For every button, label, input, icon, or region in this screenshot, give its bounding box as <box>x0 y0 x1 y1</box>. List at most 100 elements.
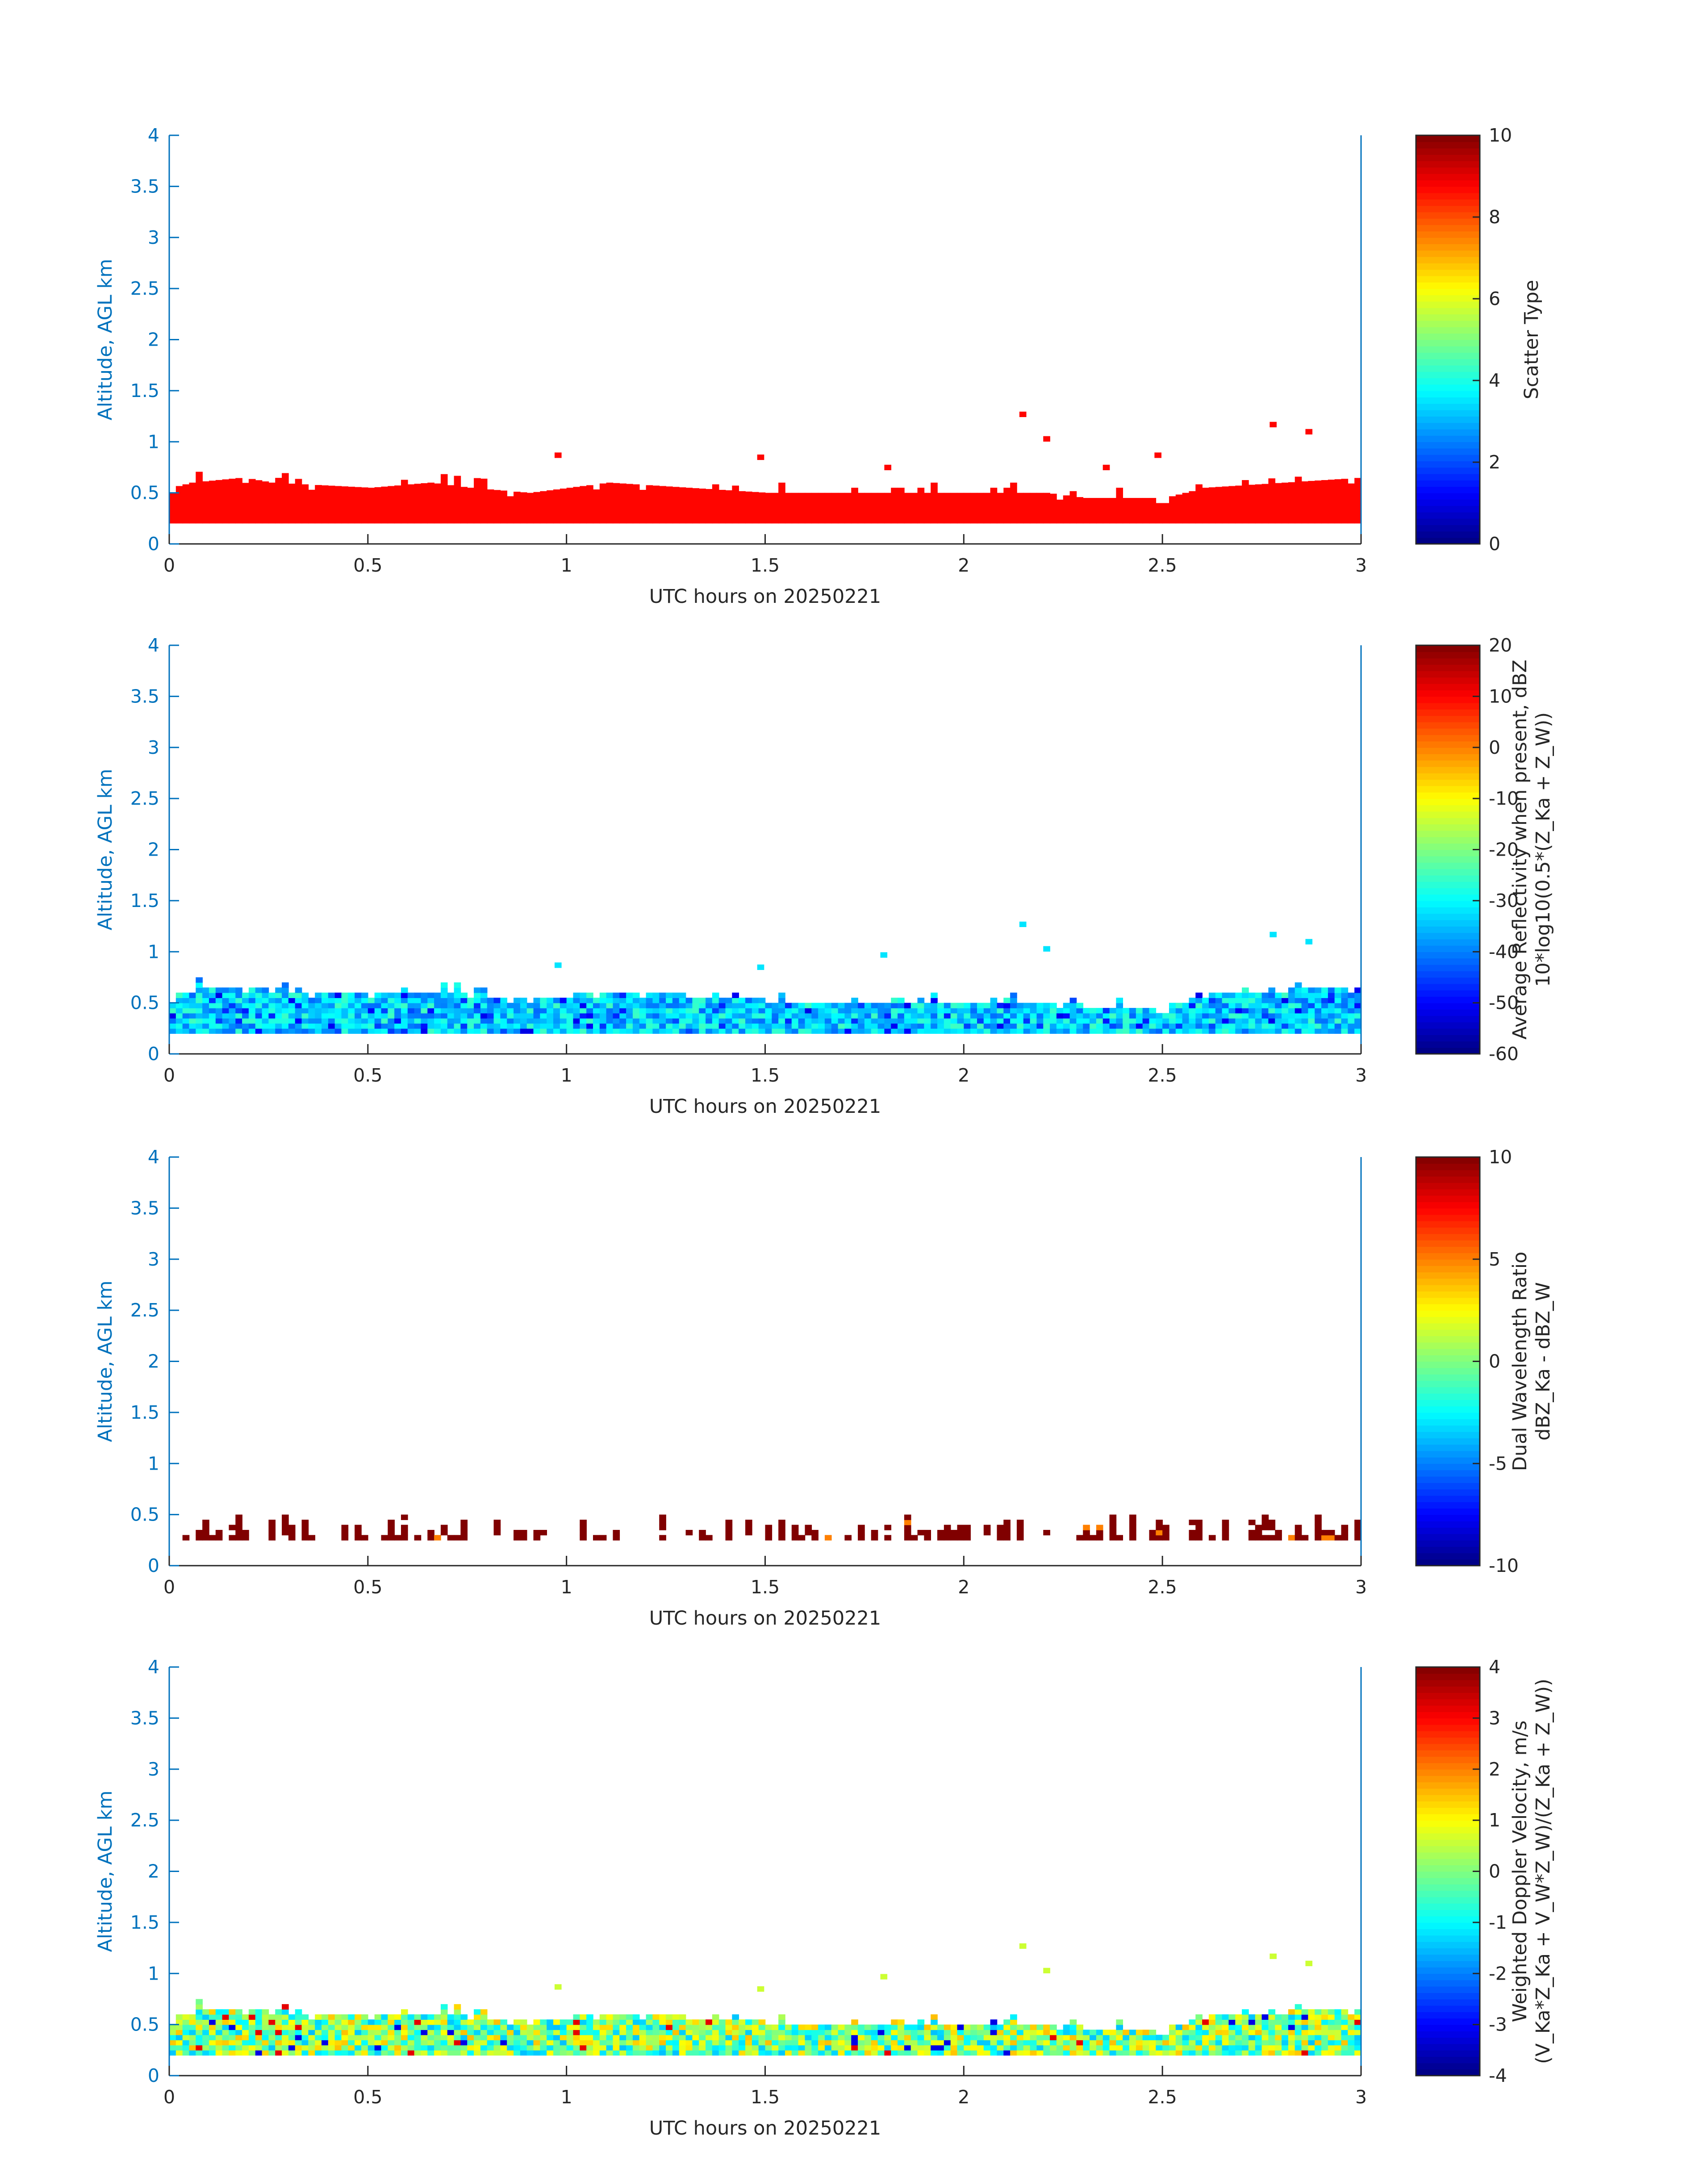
heatmap-cell <box>202 2030 209 2035</box>
heatmap-cell <box>725 1023 733 1029</box>
heatmap-cell <box>275 2009 282 2015</box>
heatmap-cell <box>169 1003 176 1008</box>
heatmap-cell <box>355 2014 362 2020</box>
heatmap-cell <box>606 2014 614 2020</box>
heatmap-cell <box>526 1008 534 1014</box>
heatmap-cell <box>712 2050 719 2056</box>
heatmap-cell <box>639 2045 647 2051</box>
heatmap-cell <box>685 998 693 1003</box>
heatmap-cell <box>268 2024 276 2030</box>
heatmap-cell <box>467 1023 474 1029</box>
heatmap-cell <box>891 2030 898 2035</box>
x-tick-label: 0 <box>163 1576 175 1598</box>
heatmap-cell <box>659 2014 666 2020</box>
heatmap-cell <box>222 987 230 993</box>
colorbar-segment <box>1416 1495 1480 1502</box>
heatmap-cell <box>666 1013 673 1019</box>
colorbar-segment <box>1416 1310 1480 1317</box>
heatmap-cell <box>493 1023 501 1029</box>
heatmap-cell <box>1295 1529 1302 1536</box>
heatmap-cell <box>467 1013 474 1019</box>
heatmap-cell <box>1295 998 1302 1003</box>
heatmap-column <box>407 484 415 524</box>
heatmap-cell <box>1208 1028 1216 1034</box>
heatmap-cell <box>447 1535 455 1541</box>
heatmap-cell <box>970 1023 977 1029</box>
heatmap-cell <box>1195 2019 1203 2025</box>
heatmap-cell <box>520 2024 527 2030</box>
heatmap-cell <box>831 2045 839 2051</box>
heatmap-cell <box>533 1535 541 1541</box>
heatmap-cell <box>202 987 209 993</box>
heatmap-cell <box>666 2014 673 2020</box>
heatmap-cell <box>725 998 733 1003</box>
heatmap-cell <box>725 1535 733 1541</box>
heatmap-cell <box>367 1008 375 1014</box>
heatmap-cell <box>1102 2039 1110 2046</box>
heatmap-cell <box>1202 1013 1209 1019</box>
heatmap-column <box>1208 487 1216 524</box>
colorbar-segment <box>1416 798 1480 806</box>
heatmap-cell <box>1136 1018 1143 1024</box>
heatmap-cell <box>1341 1525 1349 1530</box>
heatmap-cell <box>997 1018 1004 1024</box>
colorbar-segment <box>1416 308 1480 315</box>
heatmap-cell <box>619 1018 626 1024</box>
heatmap-cell <box>725 1529 733 1536</box>
colorbar-segment <box>1416 1877 1480 1885</box>
heatmap-cell <box>739 998 746 1003</box>
heatmap-cell <box>692 1018 700 1024</box>
heatmap-cell <box>725 2019 733 2025</box>
x-tick-label: 1 <box>561 2086 572 2108</box>
heatmap-cell <box>983 2045 991 2051</box>
heatmap-cell <box>229 1023 236 1029</box>
heatmap-cell <box>1255 992 1262 998</box>
colorbar-segment <box>1416 2005 1480 2012</box>
heatmap-cell <box>791 1003 799 1008</box>
heatmap-cell <box>374 2014 382 2020</box>
heatmap-cell <box>580 1023 587 1029</box>
heatmap-cell <box>480 1018 488 1024</box>
heatmap-cell <box>222 1018 230 1024</box>
heatmap-cell <box>275 987 282 993</box>
heatmap-cell <box>1282 2039 1289 2046</box>
colorbar-tick-label: 10 <box>1489 1146 1512 1168</box>
heatmap-cell <box>500 2030 508 2035</box>
heatmap-cell <box>282 1008 289 1014</box>
heatmap-cell <box>765 1013 773 1019</box>
heatmap-cell <box>229 987 236 993</box>
colorbar-segment <box>1416 237 1480 244</box>
heatmap-cell <box>1354 1028 1361 1034</box>
heatmap-cell <box>1301 2030 1309 2035</box>
heatmap-cell <box>242 1008 249 1014</box>
heatmap-cell <box>1261 998 1269 1003</box>
heatmap-cell <box>355 2050 362 2056</box>
heatmap-cell <box>202 2050 209 2056</box>
heatmap-cell <box>520 2050 527 2056</box>
heatmap-cell <box>209 2035 216 2040</box>
heatmap-cell <box>639 2030 647 2035</box>
colorbar-segment <box>1416 499 1480 506</box>
heatmap-cell <box>599 2014 607 2020</box>
heatmap-cell <box>255 2024 263 2030</box>
heatmap-cell <box>440 2039 448 2046</box>
heatmap-cell <box>944 1529 951 1536</box>
heatmap-cell <box>798 1013 806 1019</box>
heatmap-cell <box>215 1008 223 1014</box>
heatmap-cell <box>877 1013 885 1019</box>
heatmap-cell <box>367 2045 375 2051</box>
heatmap-cell <box>467 2019 474 2025</box>
heatmap-cell <box>328 1028 335 1034</box>
heatmap-cell <box>937 2024 944 2030</box>
heatmap-cell <box>235 1018 242 1024</box>
heatmap-cell <box>685 1023 693 1029</box>
heatmap-cell <box>586 2019 593 2025</box>
heatmap-cell <box>1195 1520 1203 1525</box>
heatmap-cell <box>454 992 461 998</box>
heatmap-cell <box>480 2024 488 2030</box>
heatmap-cell <box>1354 1520 1361 1525</box>
heatmap-cell <box>421 2050 428 2056</box>
heatmap-cell <box>434 1023 441 1029</box>
heatmap-cell <box>1156 2045 1163 2051</box>
heatmap-cell <box>924 1529 931 1536</box>
